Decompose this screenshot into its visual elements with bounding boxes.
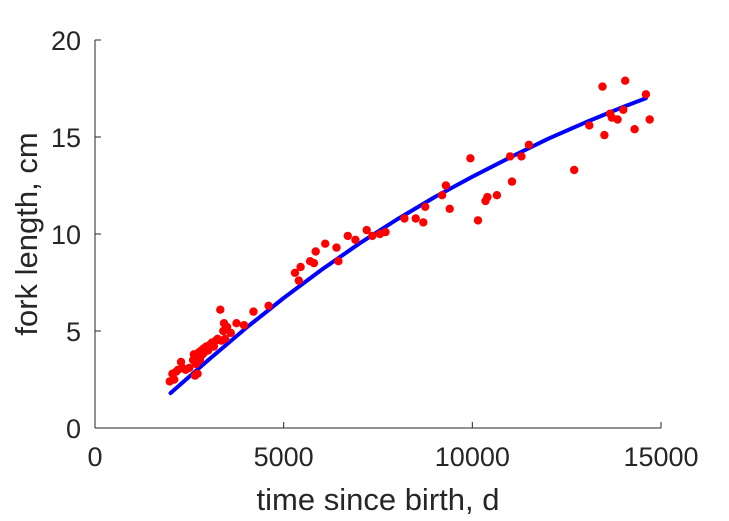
data-point [524,140,534,149]
data-point [570,165,579,175]
data-point [473,216,483,225]
data-point [411,214,420,223]
data-point [264,301,273,310]
data-point [585,121,594,130]
data-point [466,154,475,163]
data-point [185,363,194,373]
data-point [600,130,609,140]
data-point [249,307,258,316]
data-point [232,319,241,328]
x-tick-label: 10000 [435,442,510,472]
data-point [437,191,447,200]
fit-series [168,96,648,396]
y-ticks: 0 5 10 15 20 [51,26,101,444]
data-point [362,225,371,235]
data-point [309,258,319,268]
data-point [630,125,639,134]
data-point [311,247,320,256]
data-point [483,192,492,202]
data-point [400,214,409,223]
x-tick-label: 0 [87,442,102,472]
data-point [517,152,526,161]
y-tick-label: 0 [66,414,81,444]
data-point [598,82,607,91]
data-point [321,239,330,248]
data-point [239,321,249,330]
data-point [445,204,454,213]
data-point [621,76,630,85]
data-point [290,268,300,277]
data-point [645,115,654,124]
data-point [221,334,230,343]
y-axis-label: fork length, cm [9,132,44,335]
data-point [226,328,235,338]
x-tick-label: 5000 [254,442,314,472]
data-point [505,152,515,161]
data-point [613,115,622,124]
data-point [296,262,305,272]
data-point [641,90,651,99]
data-point [332,243,341,252]
y-tick-label: 15 [51,123,81,153]
fit-line [168,96,648,396]
y-tick-label: 5 [66,317,81,347]
data-point [441,181,451,190]
data-point [193,369,202,378]
data-point [368,231,377,241]
data-point [351,235,360,244]
y-tick-label: 20 [51,26,81,56]
data-point [492,191,502,200]
x-axis-label: time since birth, d [257,482,500,517]
data-point [507,177,517,186]
y-tick-label: 10 [51,220,81,250]
data-point [334,257,343,266]
data-point [216,305,225,314]
x-ticks: 0 5000 10000 15000 [87,422,699,472]
data-point [419,218,428,227]
points-series [165,76,654,386]
data-point [619,105,628,115]
x-tick-label: 15000 [623,442,698,472]
data-point [381,227,390,237]
data-point [170,375,179,384]
data-point [421,202,430,211]
data-point [343,231,352,241]
data-point [294,276,303,285]
